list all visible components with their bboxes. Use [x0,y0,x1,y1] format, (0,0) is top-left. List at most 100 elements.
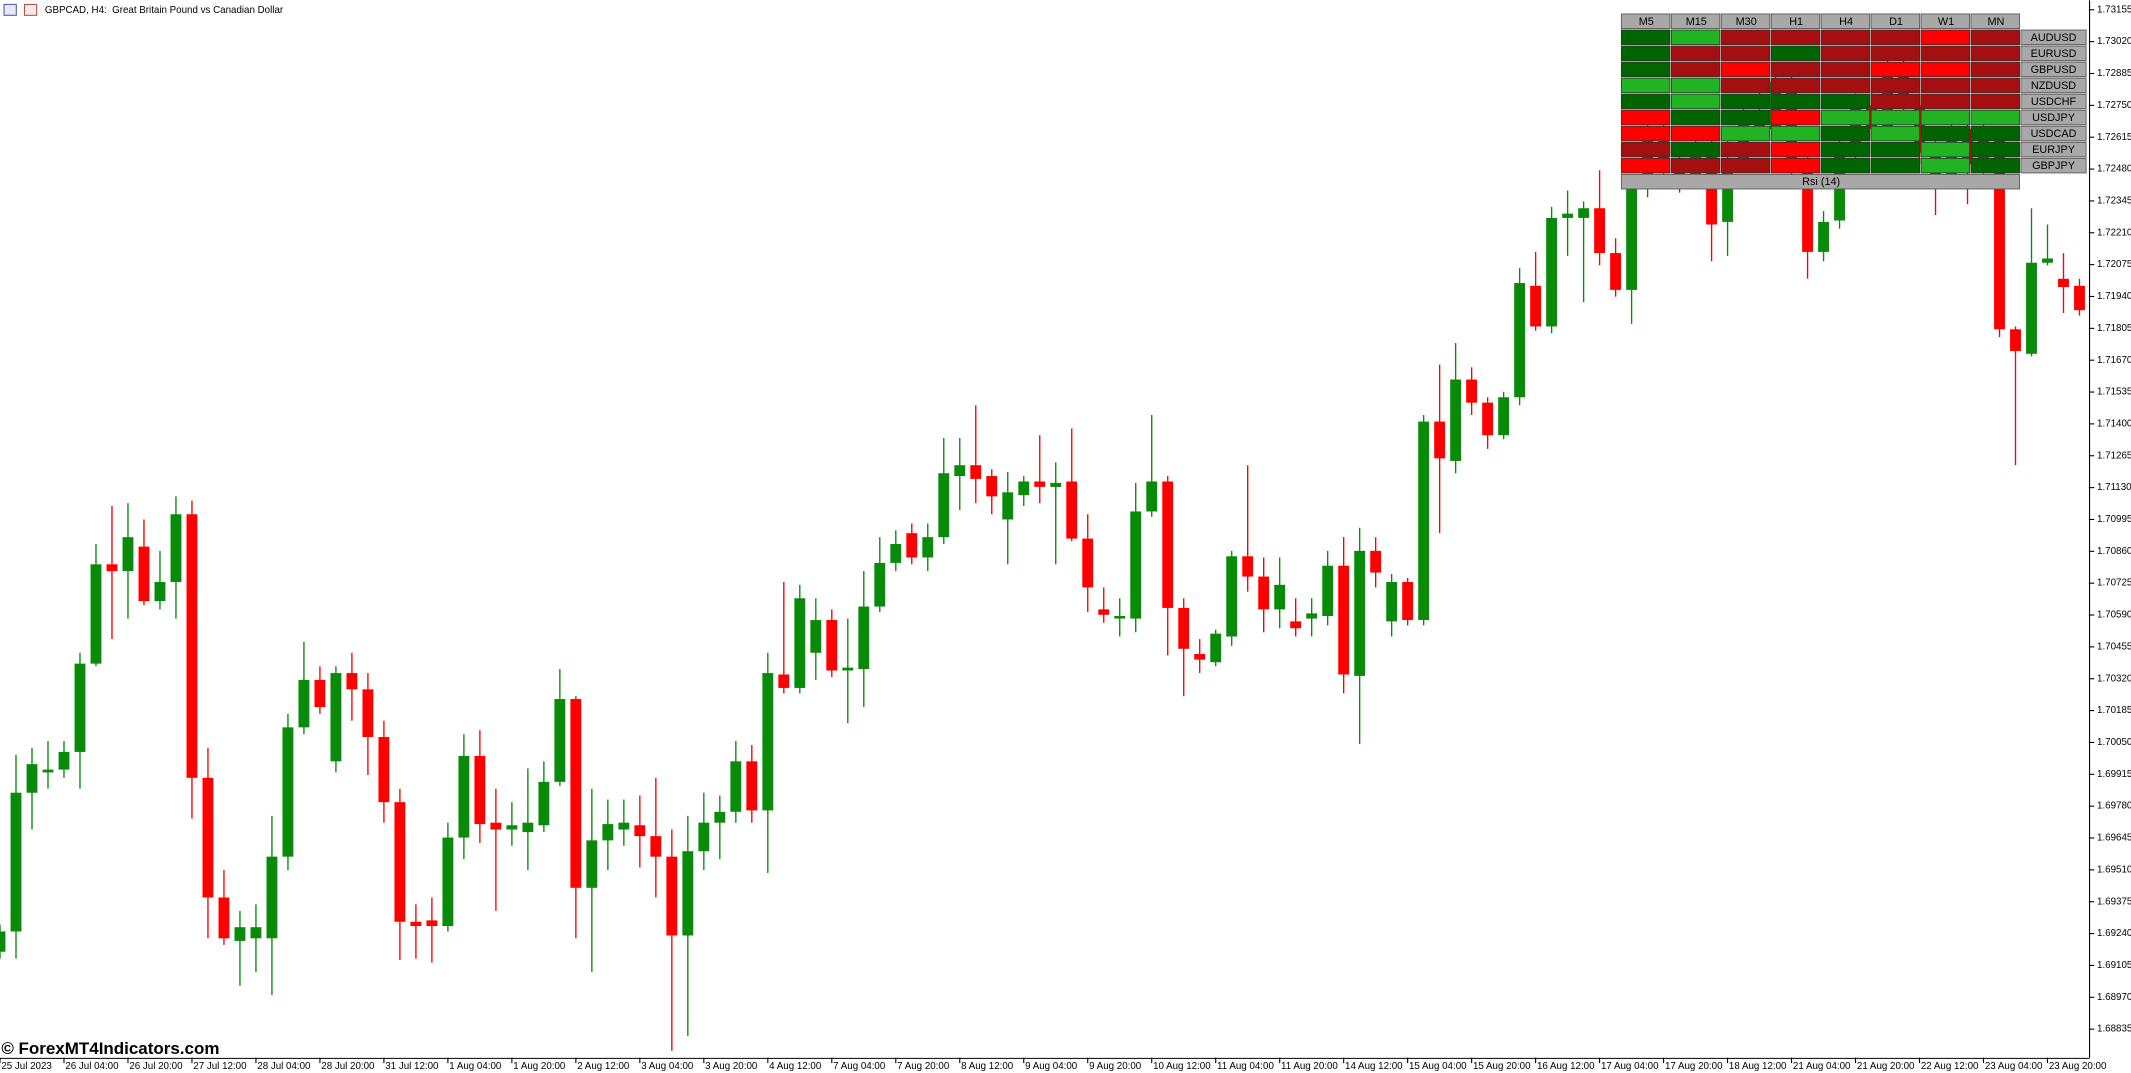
signal-cell [1670,29,1721,46]
candle-body [650,836,662,857]
signal-cell [1620,93,1671,110]
candle-body [714,811,726,823]
signal-cell [1970,45,2020,62]
candle-body [74,663,86,752]
signal-cell [1820,77,1871,94]
column-header: M15 [1686,16,1707,28]
signal-cell [1920,109,1971,126]
candle-body [1546,217,1558,327]
candle-body [922,537,934,558]
candle-body [234,927,246,941]
candle-body [1434,421,1446,459]
candle-body [906,533,918,558]
candle-body [1050,482,1062,487]
candle-body [794,598,806,688]
candle-body [1194,653,1206,660]
candle-body [58,751,70,770]
candle-body [2010,329,2021,351]
candle-body [842,667,854,671]
candle-body [1610,253,1622,290]
y-tick-label: 1.72345 [2097,195,2131,206]
x-tick-label: 4 Aug 12:00 [769,1061,822,1072]
signal-cell [1820,93,1871,110]
signal-cell [1870,93,1921,110]
candle-body [474,755,486,825]
row-label: GBPUSD [2031,64,2077,76]
candle-body [250,927,262,939]
signal-cell [1770,109,1821,126]
signal-cell [1970,61,2020,78]
y-tick-label: 1.69240 [2097,928,2131,939]
row-label-cell [2020,61,2087,78]
x-tick-label: 1 Aug 04:00 [449,1061,502,1072]
x-tick-label: 7 Aug 04:00 [833,1061,886,1072]
signal-cell [1720,157,1771,174]
y-tick-label: 1.71265 [2097,450,2131,461]
y-tick-label: 1.70860 [2097,546,2131,557]
candle-body [1306,613,1318,619]
candle-body [1146,481,1158,512]
signal-cell [1870,125,1921,142]
signal-cell [1970,77,2020,94]
column-header: W1 [1938,16,1954,28]
candle-body [490,822,502,830]
signal-cell [1720,61,1771,78]
signal-cell [1770,141,1821,158]
x-tick-label: 15 Aug 20:00 [1473,1061,1531,1072]
row-label: EURUSD [2031,48,2077,60]
candle-body [1242,556,1254,577]
candle-body [1418,421,1430,620]
candle-body [26,764,38,793]
signal-cell [1670,93,1721,110]
signal-cell [1670,109,1721,126]
signal-cell [1770,125,1821,142]
row-label: USDCHF [2031,96,2077,108]
x-tick-label: 25 Jul 2023 [1,1061,52,1072]
x-tick-label: 23 Aug 04:00 [1985,1061,2043,1072]
candle-body [362,689,374,738]
signal-cell [1720,77,1771,94]
candle-body [730,761,742,812]
x-tick-label: 17 Aug 20:00 [1665,1061,1723,1072]
candle-body [0,931,6,952]
row-label: EURJPY [2032,144,2075,156]
candle-body [1818,221,1829,252]
y-tick-label: 1.70725 [2097,578,2131,589]
signal-cell [1870,157,1921,174]
row-label: GBPJPY [2032,160,2075,172]
candle-body [426,920,438,927]
y-tick-label: 1.71535 [2097,387,2131,398]
x-tick-label: 22 Aug 12:00 [1921,1061,1979,1072]
x-tick-label: 11 Aug 20:00 [1281,1061,1338,1072]
signal-cell [1670,45,1721,62]
column-header-cell [1770,13,1821,30]
row-label-cell [2020,157,2087,174]
candle-body [666,856,678,936]
signal-cell [1820,29,1871,46]
candle-body [1498,397,1510,436]
candle-body [1466,379,1478,403]
candle-body [1066,481,1078,539]
candle-body [170,514,182,582]
y-tick-label: 1.68970 [2097,992,2131,1003]
signal-cell [1970,157,2020,174]
signal-cell [1920,29,1971,46]
candle-body [554,699,566,782]
candle-body [618,822,630,830]
candle-body [1514,283,1526,398]
signal-cell [1920,93,1971,110]
signal-cell [1620,77,1671,94]
x-tick-label: 14 Aug 12:00 [1345,1061,1403,1072]
x-tick-label: 26 Jul 20:00 [129,1061,183,1072]
signal-cell [1870,29,1921,46]
signal-cell [1970,93,2020,110]
candle-body [2026,262,2037,354]
candle-body [266,856,278,939]
x-tick-label: 2 Aug 12:00 [577,1061,630,1072]
y-tick-label: 1.71400 [2097,418,2131,429]
x-tick-label: 27 Jul 12:00 [193,1061,247,1072]
x-tick-label: 15 Aug 04:00 [1409,1061,1467,1072]
column-header: MN [1987,16,2004,28]
y-tick-label: 1.70185 [2097,705,2131,716]
y-tick-label: 1.72480 [2097,164,2131,175]
